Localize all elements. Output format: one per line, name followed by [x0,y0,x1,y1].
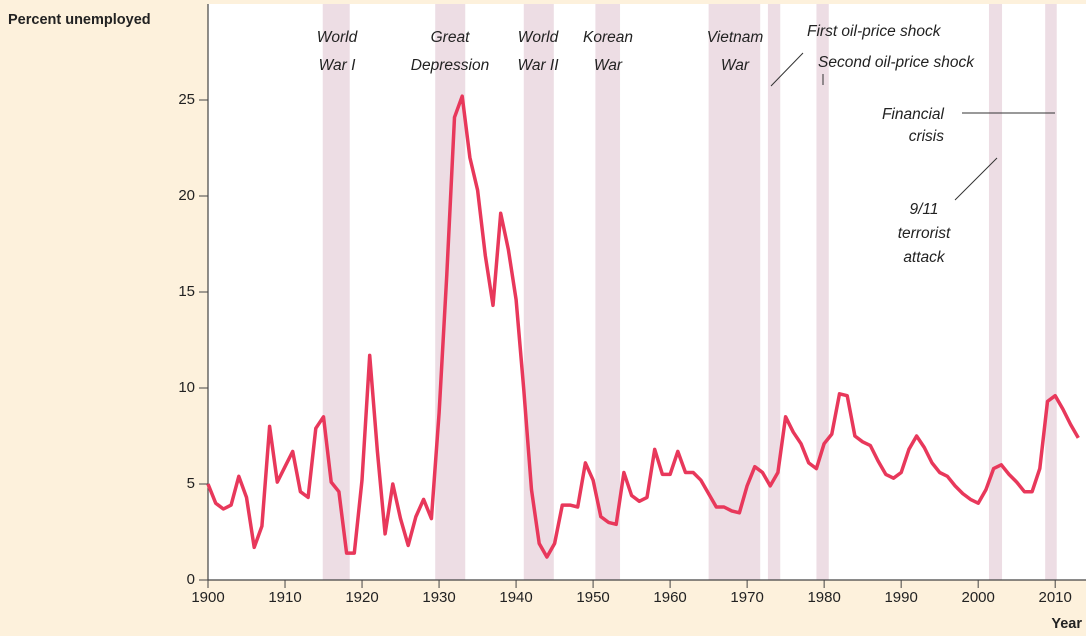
x-tick-label: 1900 [191,589,224,606]
x-tick-label: 1940 [499,589,532,606]
plot-area [208,4,1086,580]
unemployment-line [206,94,1080,559]
bands [322,4,1057,580]
shaded-period [1045,4,1057,580]
shaded-period [595,4,621,580]
period-label: attack [903,249,946,266]
y-tick-label: 5 [187,475,195,492]
x-tick-label: 1960 [653,589,686,606]
x-tick-label: 1950 [576,589,609,606]
period-label: War [594,57,623,74]
y-tick-label: 10 [178,379,195,396]
shaded-period [816,4,829,580]
period-label: 9/11 [909,201,938,218]
x-tick-label: 1990 [884,589,917,606]
shaded-period [708,4,761,580]
shaded-period [988,4,1003,580]
leader-lines [770,52,1055,201]
period-label: Vietnam [707,29,764,46]
period-label: War II [517,57,559,74]
period-label: War [721,57,750,74]
y-tick-label: 0 [187,571,195,588]
period-label: Korean [583,29,633,46]
leader-line [770,52,804,87]
x-tick-label: 1910 [268,589,301,606]
period-label: First oil-price shock [807,23,942,40]
period-label: World [518,29,560,46]
period-label: terrorist [898,225,951,242]
x-tick-label: 1920 [345,589,378,606]
y-tick-label: 25 [178,91,195,108]
shaded-period [523,4,554,580]
leader-line [954,157,998,201]
period-label: crisis [909,128,945,145]
period-label: World [317,29,359,46]
period-label: War I [319,57,356,74]
shaded-period [767,4,781,580]
x-tick-label: 1970 [730,589,763,606]
x-axis-label: Year [1051,616,1082,632]
period-label: Depression [411,57,489,74]
y-tick-label: 20 [178,187,195,204]
shaded-period [435,4,466,580]
x-tick-label: 2000 [961,589,994,606]
x-tick-label: 1980 [807,589,840,606]
shaded-period [322,4,350,580]
period-label: Second oil-price shock [818,54,975,71]
x-tick-label: 2010 [1039,589,1072,606]
x-tick-label: 1930 [422,589,455,606]
y-axis-label: Percent unemployed [8,12,151,28]
period-label: Great [431,29,470,46]
y-tick-label: 15 [178,283,195,300]
period-label: Financial [882,106,945,123]
